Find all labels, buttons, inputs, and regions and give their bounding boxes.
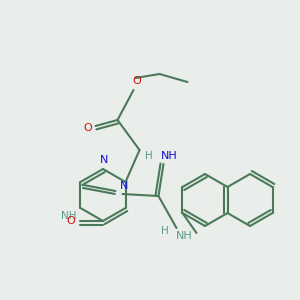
Text: O: O <box>67 216 75 226</box>
Text: NH: NH <box>61 211 76 221</box>
Text: N: N <box>120 181 129 191</box>
Text: O: O <box>132 76 141 86</box>
Text: H: H <box>160 226 168 236</box>
Text: O: O <box>83 123 92 133</box>
Text: H: H <box>145 151 152 161</box>
Text: NH: NH <box>161 151 178 161</box>
Text: N: N <box>100 155 108 165</box>
Text: NH: NH <box>176 231 193 241</box>
